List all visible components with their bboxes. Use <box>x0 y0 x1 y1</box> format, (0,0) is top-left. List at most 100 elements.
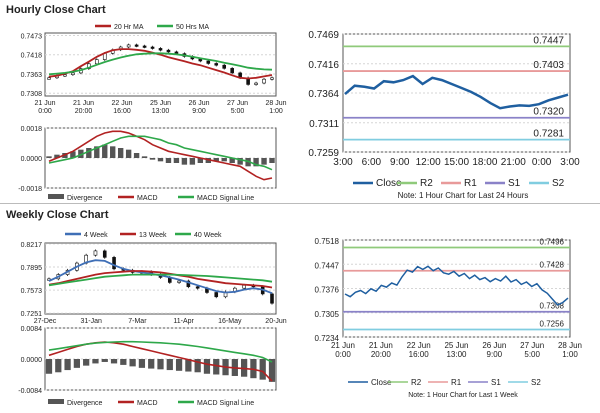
series-line <box>48 48 273 80</box>
x-tick-label: 25 Jun 13:00 <box>444 341 468 359</box>
level-label-r1: 0.7428 <box>540 261 565 270</box>
level-label-s2: 0.7256 <box>540 319 565 328</box>
x-tick-label: 11-Apr <box>173 318 194 325</box>
y-tick-label: -0.0084 <box>18 388 42 395</box>
divergence-bar <box>46 156 52 158</box>
y-tick-label: -0.0018 <box>18 186 42 193</box>
legend-label: 50 Hrs MA <box>176 24 209 31</box>
candle-body <box>222 64 227 69</box>
divergence-bar <box>133 153 140 158</box>
divergence-bar <box>173 158 180 163</box>
chart-note: Note: 1 Hour Chart for Last 24 Hours <box>398 191 529 200</box>
candle-body <box>230 68 234 74</box>
x-tick-label: 21 Jun 20:00 <box>369 341 393 359</box>
divergence-bar <box>110 146 116 158</box>
candle-body <box>63 74 67 77</box>
legend-label: S2 <box>552 178 565 189</box>
weekly-macd-chart: 0.0084 0.0000 -0.0084 Divergence MACD MACD Si… <box>18 326 277 407</box>
candle-body <box>262 78 266 84</box>
legend-label: S1 <box>491 378 501 387</box>
candle-body <box>94 59 99 65</box>
y-tick-label: 0.7311 <box>309 119 339 130</box>
candle-body <box>150 46 155 49</box>
x-tick-label: 25 Jun 13:00 <box>150 100 171 115</box>
legend-label: S1 <box>508 178 521 189</box>
chart-note: Note: 1 Hour Chart for Last 1 Week <box>408 392 518 399</box>
y-tick-label: 0.7447 <box>315 261 340 270</box>
series-line <box>48 270 273 289</box>
candle-body <box>158 48 163 51</box>
divergence-bar <box>149 158 156 160</box>
level-label-s2: 0.7281 <box>533 129 564 140</box>
legend-label: MACD <box>137 195 158 202</box>
y-tick-label: 0.7376 <box>315 286 340 295</box>
level-label-s1: 0.7308 <box>540 302 565 311</box>
divergence-bar <box>189 158 196 165</box>
candle-body <box>214 63 219 66</box>
divergence-bar <box>221 158 227 162</box>
y-tick-label: 0.0000 <box>21 156 43 163</box>
divergence-bar <box>54 154 60 158</box>
x-tick-label: 9:00 <box>390 157 410 168</box>
divergence-bar <box>194 359 201 373</box>
legend-label: Divergence <box>67 195 103 202</box>
candle-body <box>186 280 191 288</box>
legend-label: R2 <box>411 378 422 387</box>
divergence-bar <box>185 359 192 372</box>
candle-body <box>206 60 211 64</box>
divergence-bar <box>110 359 118 364</box>
y-tick-label: 0.7308 <box>21 91 43 98</box>
divergence-bar <box>70 151 76 158</box>
x-tick-label: 15:00 <box>444 157 469 168</box>
divergence-bar <box>120 359 127 365</box>
y-tick-label: 0.7363 <box>21 72 43 79</box>
divergence-bar <box>157 158 164 162</box>
legend-label: 4 Week <box>84 232 108 239</box>
legend-swatch <box>48 399 64 404</box>
x-tick-label: 21 Jun 0:00 <box>34 100 55 115</box>
legend-label: MACD Signal Line <box>197 400 254 407</box>
legend-label: Close <box>371 378 392 387</box>
plot-frame <box>44 32 277 97</box>
divergence-bar <box>261 158 267 165</box>
candle-body <box>47 77 51 80</box>
legend-label: S2 <box>531 378 541 387</box>
y-tick-label: 0.7573 <box>21 288 43 295</box>
divergence-bar <box>94 146 100 158</box>
y-tick-label: 0.7895 <box>21 265 43 272</box>
level-label-r1: 0.7403 <box>533 60 564 71</box>
divergence-bar <box>197 158 204 163</box>
candle-body <box>142 45 147 48</box>
candle-body <box>254 82 258 85</box>
divergence-bar <box>64 359 71 371</box>
candle-body <box>270 77 274 80</box>
x-tick-label: 27 Jun 5:00 <box>227 100 248 115</box>
y-tick-label: 0.8217 <box>21 242 43 249</box>
legend-label: 20 Hr MA <box>114 24 144 31</box>
y-tick-label: 0.7473 <box>21 33 43 40</box>
section-divider <box>0 203 600 204</box>
legend-label: R2 <box>420 178 433 189</box>
x-tick-label: 7-Mar <box>128 318 147 325</box>
x-tick-label: 12:00 <box>416 157 441 168</box>
hourly-price-chart: 20 Hr MA 50 Hrs MA 0.7473 0.7418 0.7363 0.730… <box>21 24 287 115</box>
divergence-bar <box>237 158 243 165</box>
hourly-levels-chart: 0.7469 0.7416 0.7364 0.7311 0.7259 0.7447 0.74… <box>308 30 580 200</box>
legend-label: MACD Signal Line <box>197 195 254 202</box>
x-tick-label: 22 Jun 16:00 <box>407 341 431 359</box>
y-tick-label: 0.7234 <box>315 334 340 343</box>
divergence-bar <box>102 144 108 158</box>
divergence-bar <box>138 359 146 368</box>
divergence-bar <box>181 158 188 165</box>
signal-line <box>48 340 273 363</box>
divergence-bar <box>166 359 173 371</box>
x-tick-label: 31-Jan <box>80 318 102 325</box>
x-tick-label: 18:00 <box>472 157 497 168</box>
signal-line <box>48 135 273 171</box>
divergence-bar <box>268 359 276 382</box>
x-tick-label: 0:00 <box>532 157 552 168</box>
legend-label: R1 <box>451 378 462 387</box>
legend-label: Close <box>376 178 402 189</box>
series-line <box>48 52 273 76</box>
divergence-bar <box>125 149 132 158</box>
